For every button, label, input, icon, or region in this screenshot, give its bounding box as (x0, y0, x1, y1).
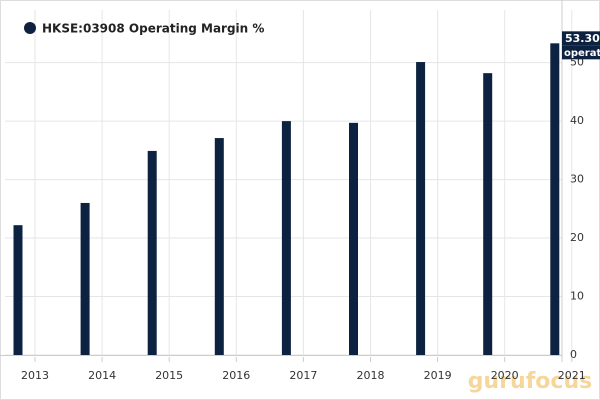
bar (281, 121, 291, 356)
value-label: 53.30 (565, 32, 600, 45)
bar (13, 225, 23, 355)
x-tick-label: 2018 (357, 369, 385, 382)
legend-label: HKSE:03908 Operating Margin % (42, 22, 264, 36)
watermark: gurufocus (468, 369, 592, 394)
annotation: operat (564, 48, 600, 59)
annotation-box (562, 45, 600, 60)
y-tick-label: 40 (570, 114, 584, 127)
bar (550, 43, 560, 356)
y-tick-label: 0 (570, 348, 577, 361)
y-tick-label: 20 (570, 231, 584, 244)
x-tick-label: 2021 (558, 369, 586, 382)
bar (214, 138, 224, 355)
y-tick-label: 10 (570, 290, 584, 303)
bar (483, 73, 493, 356)
bar (80, 202, 90, 355)
x-tick-label: 2014 (88, 369, 116, 382)
y-tick-label: 30 (570, 173, 584, 186)
bar (349, 122, 358, 356)
x-tick-label: 2019 (424, 369, 452, 382)
x-tick-label: 2016 (222, 369, 250, 382)
legend-marker (24, 22, 36, 34)
x-tick-label: 2015 (155, 369, 183, 382)
value-label-box (562, 31, 600, 46)
bar (147, 150, 157, 355)
x-tick-label: 2013 (21, 369, 49, 382)
x-tick-label: 2020 (491, 369, 519, 382)
x-tick-label: 2017 (289, 369, 317, 382)
bar (416, 62, 426, 356)
